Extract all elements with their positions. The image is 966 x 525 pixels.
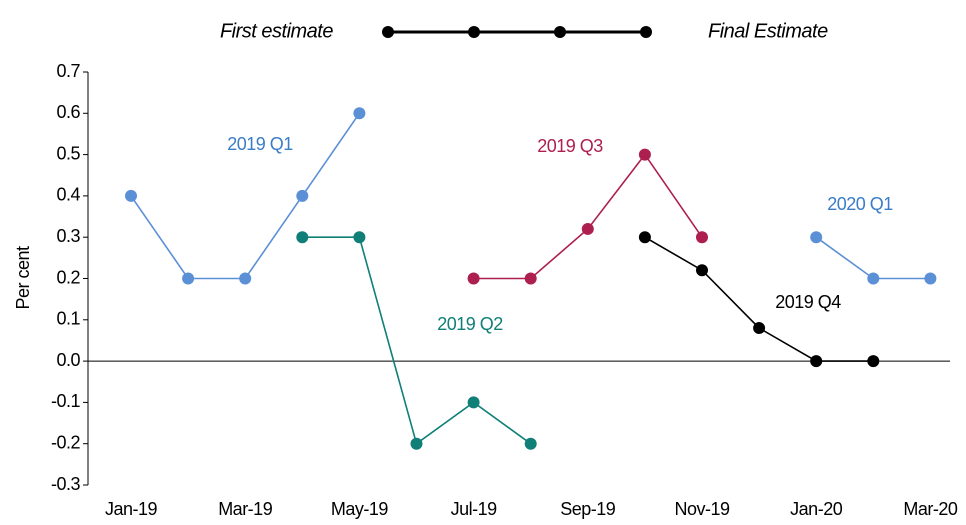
y-tick-label: 0.5 bbox=[56, 143, 80, 163]
data-point bbox=[239, 272, 252, 285]
y-axis-label: Per cent bbox=[13, 246, 33, 310]
series-label: 2019 Q4 bbox=[775, 292, 841, 312]
series-line bbox=[473, 153, 703, 280]
data-point bbox=[125, 189, 137, 202]
x-tick-label: Jan-20 bbox=[790, 499, 843, 519]
y-tick-label: -0.2 bbox=[51, 432, 81, 452]
data-point bbox=[696, 264, 708, 277]
data-point bbox=[296, 231, 309, 244]
data-point bbox=[467, 396, 480, 409]
x-tick-label: Jul-19 bbox=[451, 499, 498, 519]
data-point bbox=[867, 355, 880, 368]
legend-symbol bbox=[382, 26, 652, 38]
data-point bbox=[638, 231, 651, 244]
y-tick-label: 0.0 bbox=[56, 350, 80, 370]
data-point bbox=[353, 231, 366, 244]
series-label: 2019 Q3 bbox=[537, 136, 603, 156]
data-point bbox=[638, 148, 651, 161]
data-point bbox=[353, 107, 366, 120]
y-tick-label: 0.7 bbox=[56, 61, 80, 81]
data-point bbox=[524, 272, 537, 285]
data-point bbox=[467, 272, 480, 285]
y-tick-label: -0.1 bbox=[51, 391, 81, 411]
data-point bbox=[753, 322, 766, 335]
data-point bbox=[524, 437, 537, 450]
y-tick-label: -0.3 bbox=[51, 474, 81, 494]
y-tick-label: 0.2 bbox=[56, 267, 80, 287]
legend-right: Final Estimate bbox=[708, 20, 828, 42]
series-line bbox=[815, 236, 931, 280]
data-point bbox=[867, 272, 880, 285]
data-point bbox=[810, 231, 823, 244]
y-tick-label: 0.3 bbox=[56, 226, 80, 246]
y-tick-label: 0.6 bbox=[56, 102, 80, 122]
series-line bbox=[302, 236, 532, 446]
y-tick-label: 0.4 bbox=[56, 185, 80, 205]
y-tick-label: 0.1 bbox=[56, 309, 80, 329]
data-point bbox=[810, 355, 823, 368]
x-tick-label: Mar-20 bbox=[903, 499, 958, 519]
x-tick-label: Sep-19 bbox=[560, 499, 616, 519]
legend-left: First estimate bbox=[220, 20, 333, 42]
x-tick-label: Nov-19 bbox=[674, 499, 730, 519]
x-tick-label: Jan-19 bbox=[105, 499, 158, 519]
data-point bbox=[296, 189, 309, 202]
series-label: 2019 Q2 bbox=[437, 314, 503, 334]
data-point bbox=[924, 272, 937, 285]
series-label: 2020 Q1 bbox=[827, 194, 893, 214]
x-tick-label: Mar-19 bbox=[218, 499, 273, 519]
x-tick-label: May-19 bbox=[331, 499, 389, 519]
data-point bbox=[696, 231, 708, 244]
series-label: 2019 Q1 bbox=[227, 134, 293, 154]
data-point bbox=[581, 222, 594, 235]
data-point bbox=[182, 272, 195, 285]
data-point bbox=[410, 437, 423, 450]
